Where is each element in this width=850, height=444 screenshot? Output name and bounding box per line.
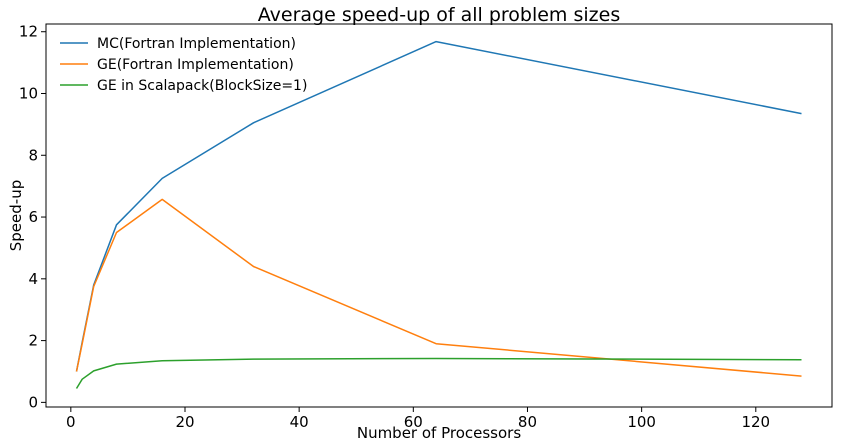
- y-tick-label: 4: [28, 270, 38, 288]
- x-axis-label: Number of Processors: [357, 424, 521, 442]
- legend-label-3: GE in Scalapack(BlockSize=1): [97, 78, 307, 94]
- series-line-3: [75, 357, 802, 389]
- plot-lines: [75, 40, 802, 389]
- series-line-2: [75, 198, 802, 377]
- y-tick-label: 0: [28, 393, 38, 411]
- x-tick-label: 60: [404, 413, 423, 431]
- y-axis-label: Speed-up: [7, 180, 25, 251]
- x-axis-ticks: 0 20 40 60 80 100 120: [66, 407, 770, 431]
- x-tick-label: 0: [66, 413, 76, 431]
- x-tick-label: 40: [290, 413, 309, 431]
- plot-frame: [45, 23, 833, 408]
- x-tick-label: 100: [627, 413, 656, 431]
- x-tick-label: 20: [175, 413, 194, 431]
- chart-title: Average speed-up of all problem sizes: [258, 4, 620, 26]
- y-tick-label: 2: [28, 332, 38, 350]
- legend-label-1: MC(Fortran Implementation): [97, 36, 296, 52]
- legend-label-2: GE(Fortran Implementation): [97, 57, 294, 73]
- x-tick-label: 120: [741, 413, 770, 431]
- x-tick-label: 80: [518, 413, 537, 431]
- y-axis-ticks: 0 2 4 6 8 10 12: [19, 23, 46, 411]
- legend: MC(Fortran Implementation) GE(Fortran Imp…: [60, 36, 307, 94]
- y-tick-label: 12: [19, 23, 38, 41]
- y-tick-label: 10: [19, 84, 38, 102]
- y-tick-label: 8: [28, 146, 38, 164]
- y-tick-label: 6: [28, 208, 38, 226]
